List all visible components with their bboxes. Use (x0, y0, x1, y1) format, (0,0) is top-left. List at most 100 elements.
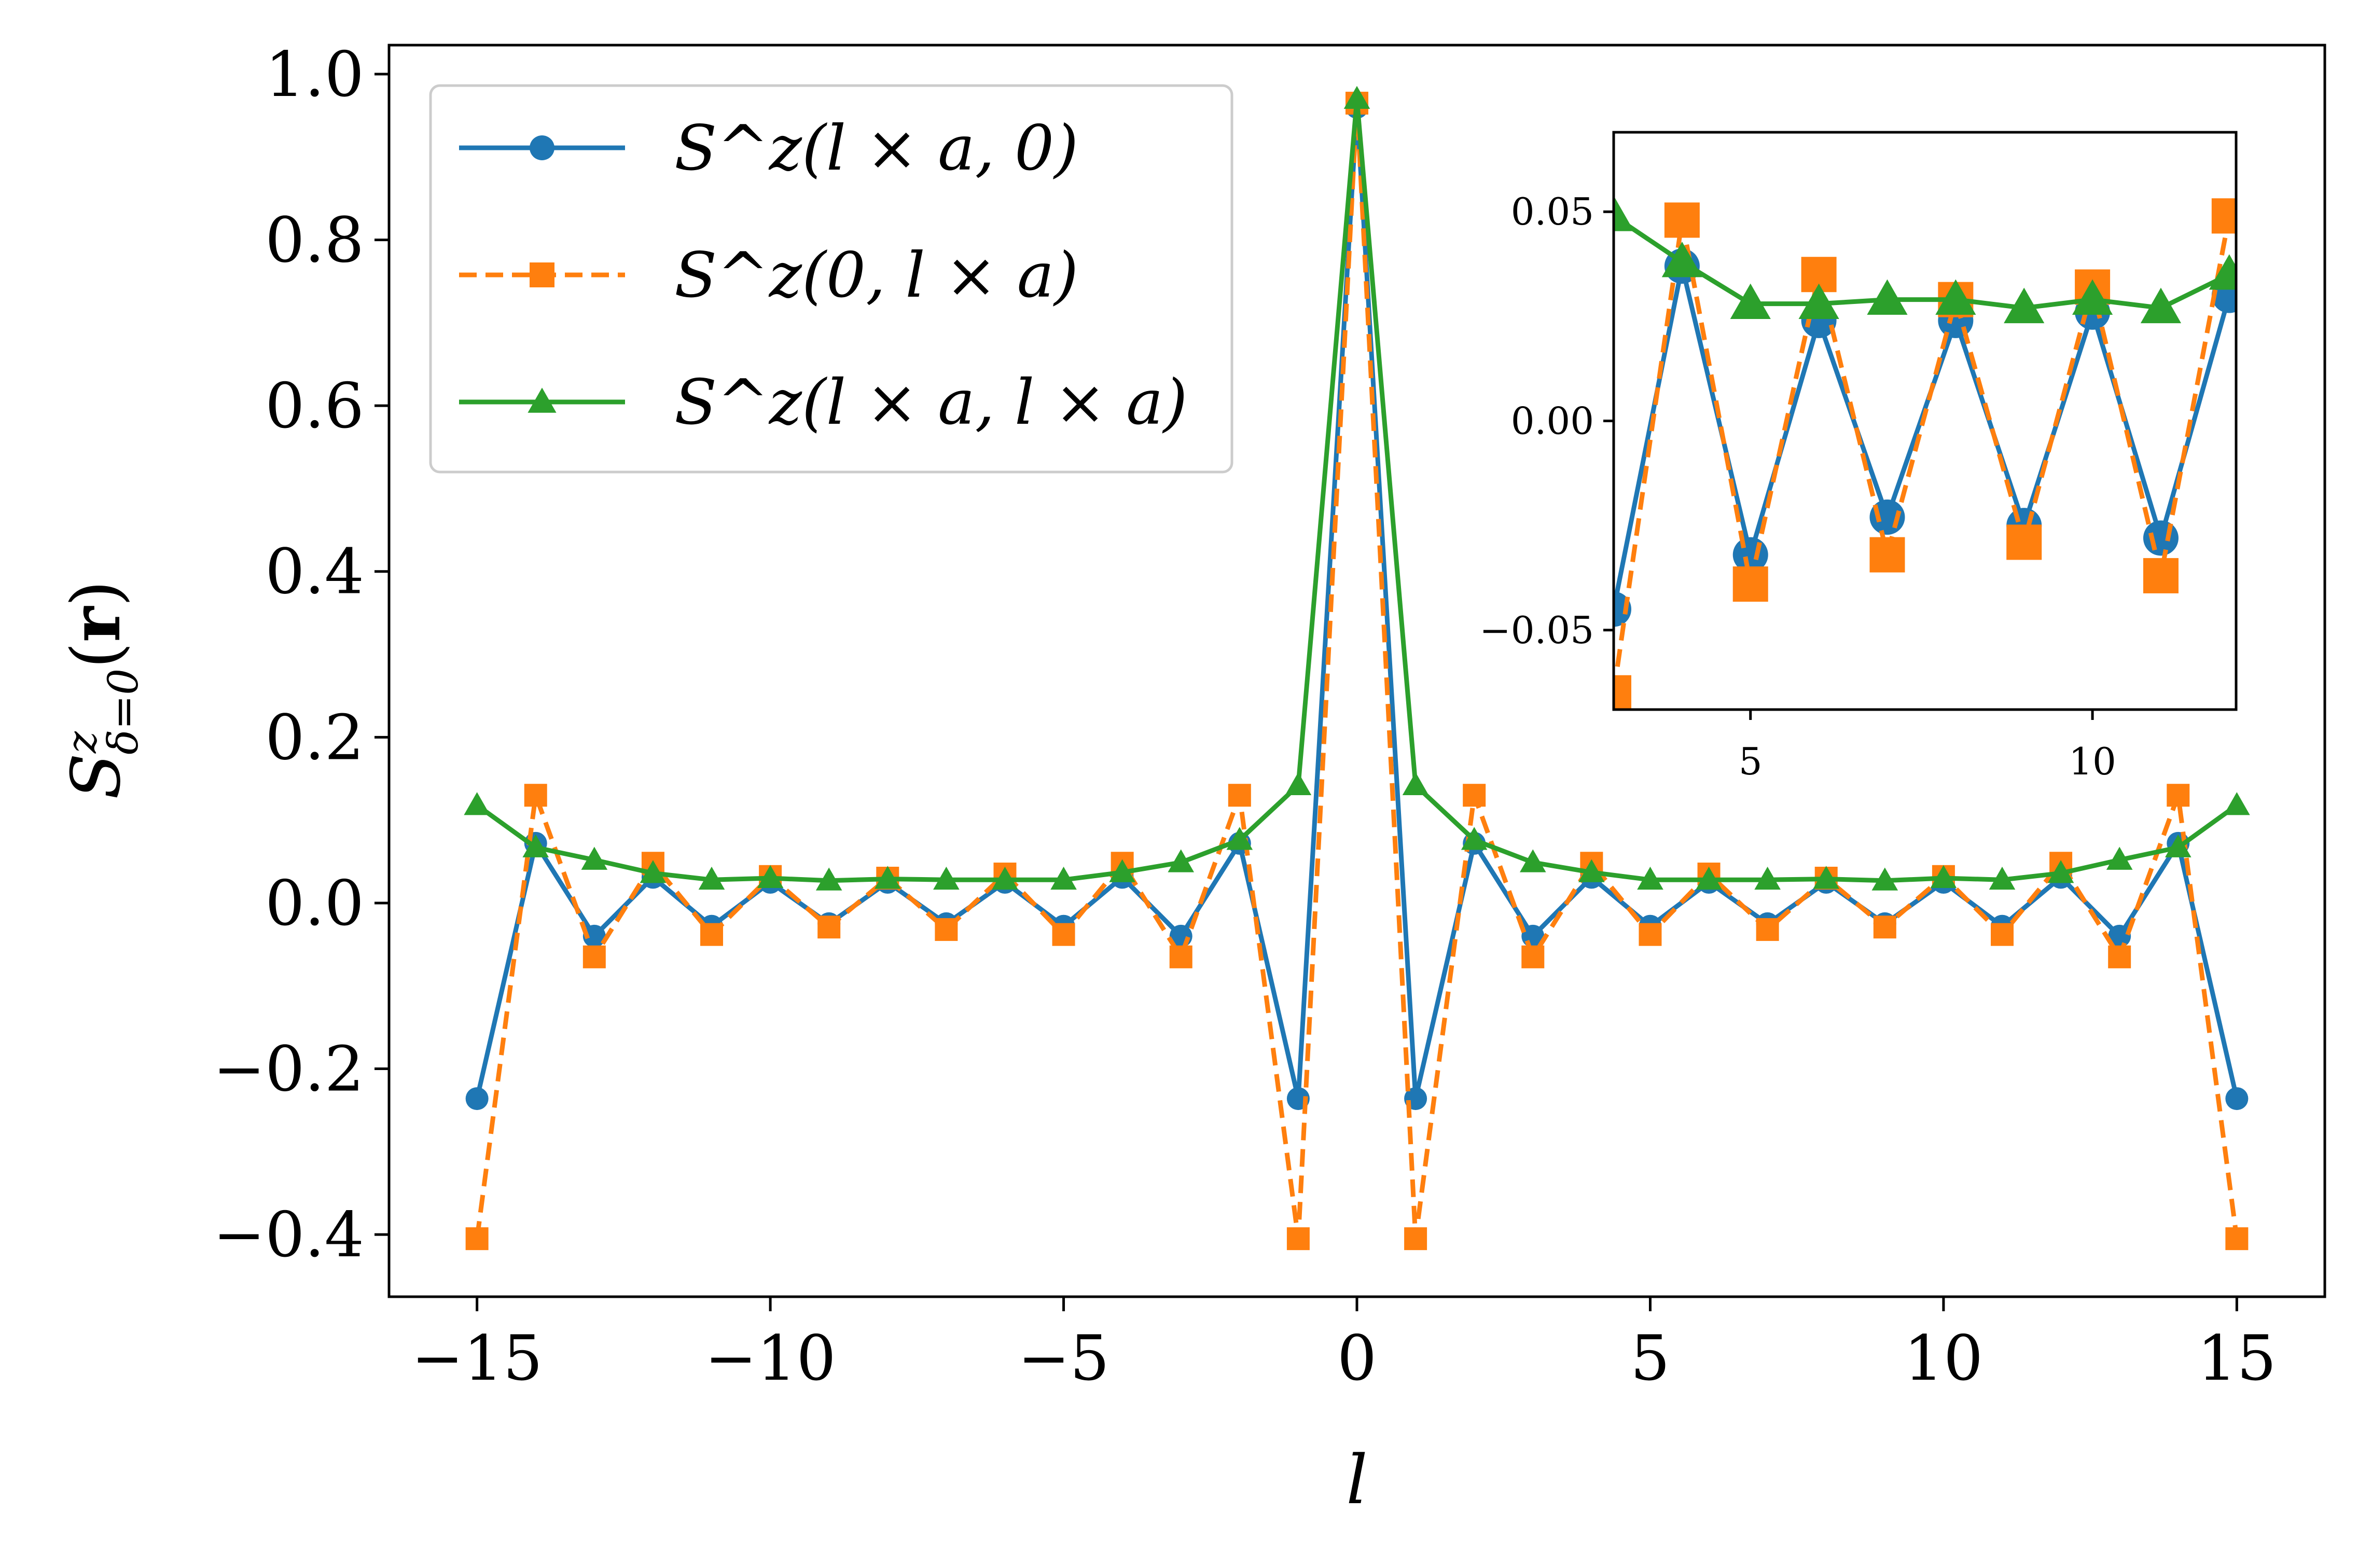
main-x-tick-label: −10 (704, 1323, 836, 1395)
main-y-tick-label: 0.0 (265, 868, 364, 940)
inset-point-triangle (1661, 241, 1702, 277)
main-point-triangle (1813, 866, 1840, 889)
main-y-tick-label: −0.2 (213, 1034, 364, 1106)
main-point-triangle (581, 847, 608, 870)
inset-point-triangle (2209, 254, 2236, 290)
main-y-axis: −0.4 −0.2 0.0 0.2 0.4 0.6 0.8 1.0 (213, 39, 389, 1271)
main-point-square (700, 923, 723, 946)
main-point-triangle (933, 866, 960, 890)
inset-point-triangle (1730, 283, 1771, 319)
main-point-square (1169, 945, 1192, 968)
main-plot-area: −15 −10 −5 0 5 10 15 −0.4 −0.2 0.0 0.2 0.4 0.6 0.8 1.… (56, 39, 2326, 1519)
main-point-triangle (992, 866, 1018, 890)
inset-y-tick-label: −0.05 (1479, 608, 1594, 652)
legend-marker-circle (530, 135, 554, 160)
main-point-triangle (1226, 827, 1253, 850)
main-x-tick-label: −5 (1018, 1323, 1109, 1395)
main-point-square (524, 784, 547, 807)
inset-x-tick-label: 10 (2069, 740, 2116, 783)
main-point-triangle (1696, 866, 1722, 890)
inset-y-tick-label: 0.00 (1511, 399, 1594, 443)
main-point-triangle (2165, 834, 2191, 857)
main-y-tick-label: 0.4 (265, 536, 364, 608)
main-point-triangle (874, 866, 901, 889)
main-point-square (1991, 923, 2014, 946)
y-axis-label-text: Szδ=0(r) (56, 580, 147, 799)
inset-x-axis: 5 10 (1739, 710, 2116, 783)
main-point-square (817, 915, 841, 939)
main-point-triangle (1168, 849, 1195, 872)
inset-point-triangle (1935, 279, 1976, 315)
inset-point-square (1732, 566, 1768, 602)
main-y-tick-label: −0.4 (213, 1199, 364, 1271)
inset-series-layer (1614, 196, 2236, 710)
legend-marker-triangle (528, 387, 557, 413)
inset-point-square (2006, 524, 2042, 560)
main-point-square (2108, 945, 2131, 968)
main-point-triangle (1519, 849, 1546, 872)
inset-y-axis: −0.05 0.00 0.05 (1479, 190, 1614, 652)
main-point-square (2167, 784, 2190, 807)
inset-series-line-1 (1614, 215, 2232, 693)
main-point-triangle (2224, 792, 2250, 815)
main-point-triangle (1930, 865, 1957, 888)
y-axis-label: Szδ=0(r) (56, 580, 147, 799)
main-point-circle (2225, 1087, 2249, 1111)
main-point-triangle (1989, 866, 2016, 890)
main-point-circle (2108, 924, 2131, 948)
main-point-triangle (2047, 860, 2074, 883)
main-series-layer (464, 86, 2250, 1251)
main-point-square (1286, 1227, 1310, 1251)
inset-plot-area: 5 10 −0.05 0.00 0.05 (1479, 131, 2238, 783)
main-x-axis: −15 −10 −5 0 5 10 15 (411, 1297, 2277, 1395)
inset-point-triangle (1798, 283, 1839, 319)
inset-point-triangle (2004, 287, 2045, 324)
legend-entry: S^z(l × a, 0) (459, 113, 1078, 185)
main-point-triangle (1109, 859, 1135, 882)
main-point-square (1404, 1227, 1427, 1251)
main-point-square (1228, 784, 1251, 807)
legend-label: S^z(0, l × a) (674, 240, 1078, 312)
main-point-triangle (640, 860, 667, 883)
main-y-tick-label: 0.6 (265, 370, 364, 442)
main-point-square (582, 945, 606, 968)
main-point-triangle (464, 792, 490, 815)
legend-entry: S^z(l × a, l × a) (459, 367, 1187, 439)
main-point-triangle (1343, 86, 1370, 109)
main-point-triangle (522, 834, 549, 857)
inset-point-square (1869, 537, 1905, 573)
main-point-triangle (1285, 772, 1312, 796)
inset-point-triangle (2072, 279, 2113, 315)
main-x-tick-label: 0 (1337, 1323, 1377, 1395)
inset-point-square (1664, 202, 1700, 238)
main-y-tick-label: 0.2 (265, 702, 364, 774)
main-x-tick-label: −15 (411, 1323, 543, 1395)
legend-label: S^z(l × a, l × a) (674, 367, 1187, 439)
main-point-triangle (757, 865, 784, 888)
main-point-square (935, 918, 958, 941)
main-point-triangle (1461, 827, 1488, 850)
legend-entry: S^z(0, l × a) (459, 240, 1078, 312)
main-point-triangle (2106, 847, 2133, 870)
legend-box (429, 84, 1233, 474)
main-point-triangle (1754, 866, 1781, 890)
main-point-circle (465, 1087, 489, 1111)
inset-x-tick-label: 5 (1739, 740, 1763, 783)
legend-label: S^z(l × a, 0) (674, 113, 1078, 185)
x-axis-label: l (1346, 1440, 1368, 1519)
inset-point-triangle (1867, 279, 1908, 315)
main-y-tick-label: 1.0 (265, 39, 364, 111)
inset-y-tick-label: 0.05 (1511, 190, 1594, 233)
main-point-triangle (1637, 866, 1663, 890)
main-x-tick-label: 10 (1904, 1323, 1984, 1395)
inset-point-square (2211, 198, 2236, 234)
main-point-triangle (1402, 772, 1429, 796)
main-point-square (1052, 923, 1075, 946)
main-y-tick-label: 0.8 (265, 205, 364, 277)
legend-marker-square (530, 262, 554, 287)
main-point-square (1463, 784, 1486, 807)
inset-series-line-2 (1614, 214, 2230, 311)
legend: S^z(l × a, 0) S^z(0, l × a) S^z(l × a, l ×… (429, 84, 1233, 474)
inset-point-triangle (1614, 196, 1634, 231)
